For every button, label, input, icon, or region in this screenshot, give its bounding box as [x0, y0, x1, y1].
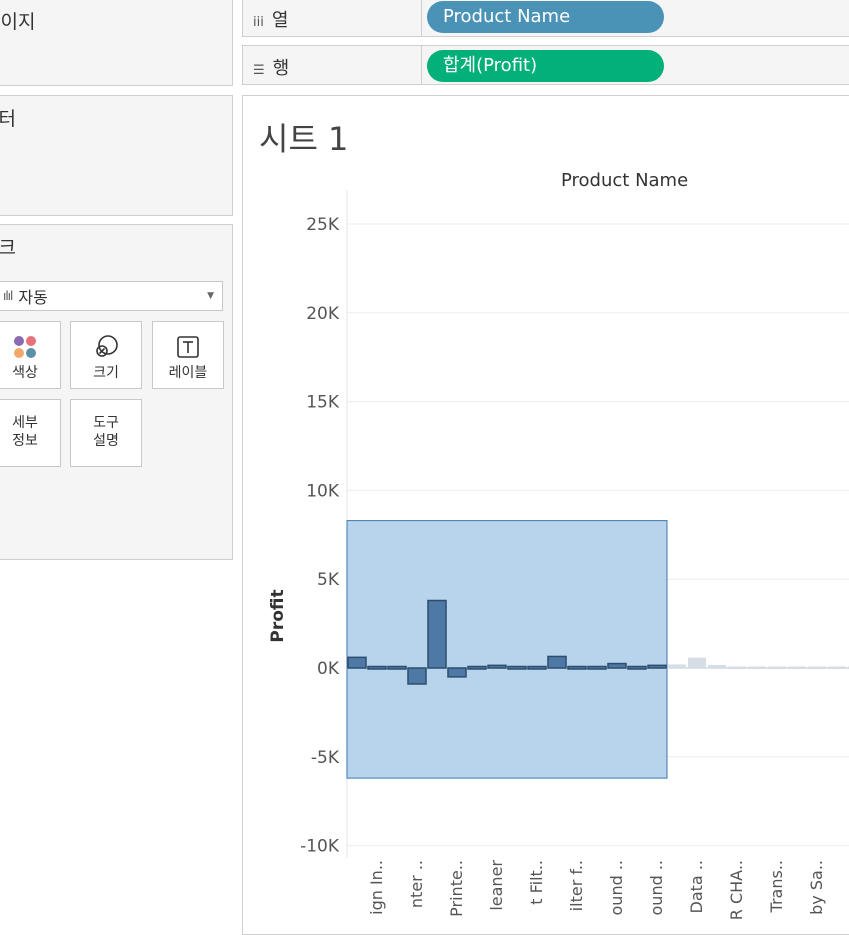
filters-panel[interactable]: 필터 — [0, 95, 233, 216]
chevron-down-icon[interactable]: ▼ — [207, 291, 214, 301]
column-header: Product Name — [561, 170, 689, 191]
x-tick-label: R CHA.. — [727, 860, 746, 920]
bar — [427, 599, 447, 669]
filters-title: 필터 — [0, 108, 16, 130]
color-button[interactable]: 색상 — [0, 321, 61, 389]
shelf-divider — [421, 46, 422, 84]
x-tick-label: ound .. — [647, 860, 666, 915]
bar — [607, 662, 627, 669]
x-tick-label: ign In.. — [367, 860, 386, 915]
size-label: 크기 — [93, 365, 119, 381]
bar — [708, 664, 726, 668]
selection-box — [346, 520, 668, 779]
x-tick-label: Data .. — [687, 860, 706, 913]
bar — [347, 656, 367, 669]
product-name-pill[interactable]: Product Name — [427, 1, 664, 33]
worksheet: 시트 1 Product Name Profit — [242, 95, 849, 935]
bar — [668, 664, 686, 668]
bar — [768, 666, 786, 669]
marks-panel: 마크 — [0, 224, 233, 560]
bar — [567, 665, 587, 670]
bar — [467, 665, 487, 670]
bar — [447, 667, 467, 678]
bar — [788, 666, 806, 669]
bar — [748, 666, 766, 669]
y-tick-label: 10K — [306, 481, 340, 501]
bar — [627, 665, 647, 670]
y-tick-label: 0K — [317, 659, 340, 679]
columns-shelf-label: iii 열 — [253, 10, 289, 31]
text-label-icon — [153, 332, 223, 362]
size-button[interactable]: 크기 — [70, 321, 142, 389]
bar — [587, 665, 607, 670]
detail-label: 세부 정보 — [12, 415, 38, 449]
pages-panel: 페이지 — [0, 0, 233, 86]
color-label: 색상 — [12, 365, 38, 381]
shelf-divider — [421, 0, 422, 36]
bar — [808, 666, 826, 669]
y-tick-label: 25K — [306, 215, 340, 235]
sum-profit-pill[interactable]: 합계(Profit) — [427, 50, 664, 82]
bar — [507, 665, 527, 670]
mark-type-value: 자동 — [18, 288, 48, 307]
bar — [688, 657, 706, 668]
x-tick-label: ound .. — [607, 860, 626, 915]
bar — [547, 655, 567, 669]
rows-shelf-label: ☰ 행 — [253, 58, 290, 79]
mark-type-dropdown[interactable]: ılıl 자동 ▼ — [0, 281, 223, 311]
y-tick-label: 5K — [317, 570, 340, 590]
x-tick-label: Trans.. — [767, 860, 786, 913]
color-icon — [0, 332, 60, 362]
pages-title: 페이지 — [0, 11, 36, 33]
bar — [527, 665, 547, 670]
bar — [728, 666, 746, 669]
bar — [387, 665, 407, 670]
y-tick-label: 15K — [306, 393, 340, 413]
size-icon — [71, 332, 141, 362]
x-tick-label: nter .. — [407, 860, 426, 908]
detail-button[interactable]: 세부 정보 — [0, 399, 61, 467]
tooltip-button[interactable]: 도구 설명 — [70, 399, 142, 467]
x-tick-label: t Filt.. — [527, 860, 546, 905]
columns-icon: iii — [253, 15, 264, 30]
label-label: 레이블 — [168, 365, 208, 381]
bar-chart-icon: ılıl — [3, 289, 13, 303]
columns-shelf[interactable]: iii 열 Product Name — [242, 0, 849, 37]
x-tick-label: ilter f.. — [567, 860, 586, 911]
rows-shelf[interactable]: ☰ 행 합계(Profit) — [242, 45, 849, 85]
bar — [828, 666, 846, 669]
bar — [407, 667, 427, 685]
bar — [487, 664, 507, 669]
sheet-title: 시트 1 — [259, 120, 349, 158]
y-tick-label: -10K — [300, 837, 340, 857]
rows-icon: ☰ — [253, 63, 265, 78]
label-button[interactable]: 레이블 — [152, 321, 224, 389]
tooltip-label: 도구 설명 — [93, 415, 119, 449]
x-tick-label: Printe.. — [447, 860, 466, 917]
bar — [647, 664, 667, 669]
marks-title: 마크 — [0, 237, 16, 259]
bar — [367, 665, 387, 670]
y-tick-label: 20K — [306, 304, 340, 324]
x-tick-label: leaner — [487, 860, 506, 911]
y-tick-label: -5K — [311, 748, 340, 768]
x-tick-label: by Sa.. — [807, 860, 826, 915]
